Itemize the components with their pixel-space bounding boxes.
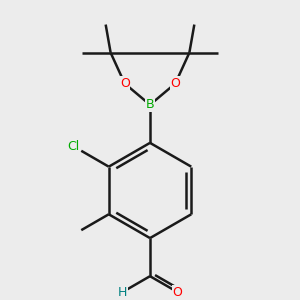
Text: O: O — [172, 286, 182, 298]
Text: B: B — [146, 98, 154, 111]
Text: H: H — [118, 286, 127, 298]
Text: O: O — [170, 77, 180, 90]
Text: Cl: Cl — [67, 140, 79, 152]
Text: O: O — [120, 77, 130, 90]
